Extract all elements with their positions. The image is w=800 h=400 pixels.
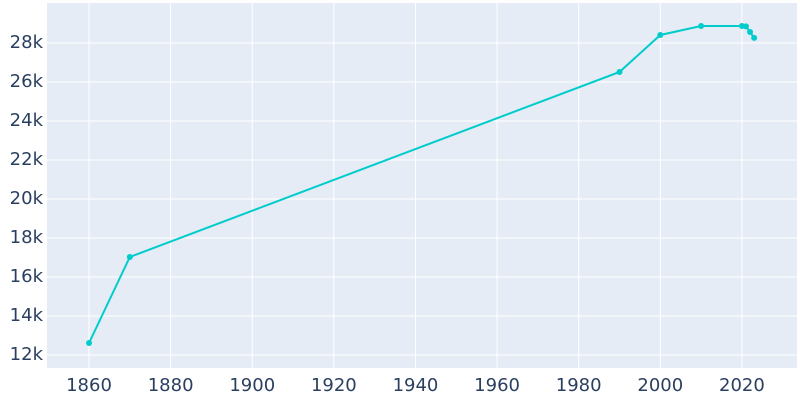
point <box>86 339 93 346</box>
y-tick-label: 18k <box>10 227 44 248</box>
y-tick-label: 24k <box>10 110 44 131</box>
point <box>616 68 623 75</box>
x-tick-label: 1880 <box>148 375 194 396</box>
point <box>657 31 664 38</box>
x-tick-label: 1960 <box>474 375 520 396</box>
point <box>747 29 754 36</box>
x-tick-label: 2020 <box>719 375 765 396</box>
point <box>698 22 705 29</box>
y-tick-label: 12k <box>10 344 44 365</box>
x-tick-label: 1980 <box>556 375 602 396</box>
point <box>751 34 758 41</box>
x-tick-label: 1920 <box>311 375 357 396</box>
y-tick-label: 22k <box>10 149 44 170</box>
x-tick-label: 2000 <box>637 375 683 396</box>
point <box>742 23 749 30</box>
y-tick-label: 14k <box>10 305 44 326</box>
y-tick-label: 20k <box>10 188 44 209</box>
point <box>126 253 133 260</box>
y-tick-label: 26k <box>10 71 44 92</box>
y-tick-label: 28k <box>10 32 44 53</box>
x-tick-label: 1940 <box>393 375 439 396</box>
x-tick-label: 1900 <box>229 375 275 396</box>
y-tick-label: 16k <box>10 266 44 287</box>
x-tick-label: 1860 <box>66 375 112 396</box>
plot-background <box>47 3 797 368</box>
